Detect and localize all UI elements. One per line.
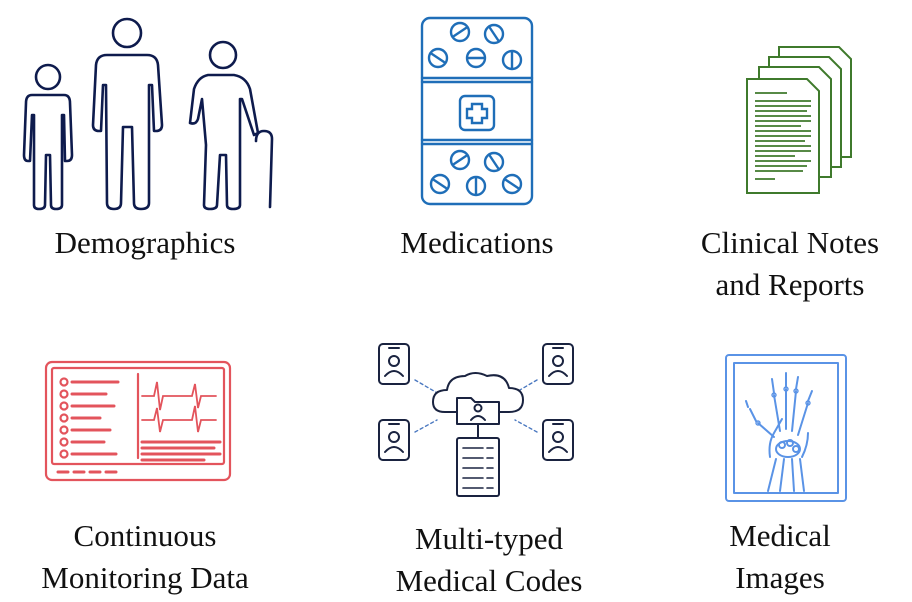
caption-line: Medical Codes	[395, 563, 583, 598]
caption-line: Monitoring Data	[41, 560, 249, 595]
monitor-icon	[44, 360, 234, 484]
caption-line: Demographics	[54, 225, 236, 260]
caption-demographics: Demographics	[10, 222, 280, 264]
caption-line: and Reports	[715, 267, 865, 302]
caption-line: Multi-typed	[414, 521, 564, 556]
caption-line: Images	[735, 560, 825, 595]
cloud-network-icon	[375, 342, 585, 500]
caption-line: Medications	[400, 225, 554, 260]
caption-line: Clinical Notes	[700, 225, 880, 260]
people-icon	[10, 15, 280, 211]
pill-box-icon	[420, 16, 536, 208]
caption-medical-codes: Multi-typed Medical Codes	[358, 518, 620, 602]
hand-xray-icon	[724, 353, 850, 503]
caption-medications: Medications	[347, 222, 607, 264]
caption-medical-images: Medical Images	[660, 515, 900, 599]
documents-icon	[735, 45, 855, 197]
caption-monitoring: Continuous Monitoring Data	[10, 515, 280, 599]
caption-clinical-notes: Clinical Notes and Reports	[660, 222, 912, 306]
caption-line: Continuous	[73, 518, 217, 553]
caption-line: Medical	[729, 518, 831, 553]
